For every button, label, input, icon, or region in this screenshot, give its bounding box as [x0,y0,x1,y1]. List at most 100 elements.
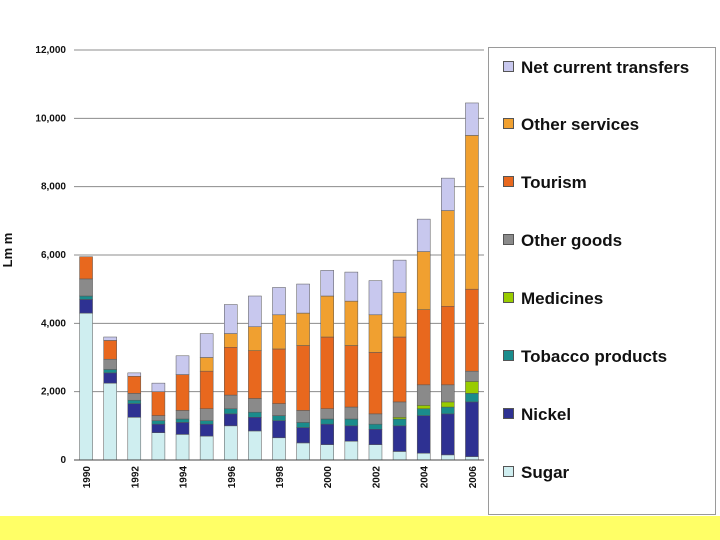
bar-segment [344,345,359,408]
bar-segment [224,347,238,396]
bars [79,102,479,461]
bar-segment [151,420,166,425]
legend-swatch [503,466,514,477]
bar-segment [392,451,407,461]
bar-segment [344,300,359,346]
legend-label: Sugar [521,463,570,482]
bar-segment [441,210,455,307]
bar-segment [151,391,166,416]
bar-segment [296,442,310,461]
legend-label: Tourism [521,173,587,192]
bar-segment [320,423,334,445]
bar-segment [296,427,310,444]
legend-swatch [503,292,514,303]
bar-segment [248,430,262,461]
bar-segment [127,399,142,404]
bar-segment [392,425,407,452]
bar-segment [224,333,238,348]
bar-segment [248,411,262,418]
bottom-yellow-band [0,516,720,540]
x-tick-label: 2004 [420,466,431,489]
bar-segment [103,358,117,370]
x-tick-label: 1998 [275,466,286,489]
bar-segment [248,326,262,351]
legend-label: Other goods [521,231,623,250]
bar-segment [224,304,238,334]
bar-segment [175,434,190,461]
bar-segment [368,444,383,461]
bar-segment [416,251,431,310]
bar-segment [392,259,407,293]
y-tick-label: 6,000 [41,250,66,261]
legend-swatch [503,176,514,187]
x-tick-label: 2006 [468,466,479,489]
bar-segment [392,417,407,420]
legend-swatch [503,408,514,419]
bar-segment [344,418,359,427]
y-tick-label: 4,000 [41,318,66,329]
chart-legend: Net current transfers Other services Touri… [488,47,716,515]
bar-segment [344,271,359,302]
bar-segment [465,381,479,394]
bar-segment [199,408,214,421]
bar-segment [248,295,262,327]
bar-segment [392,401,407,418]
bar-segment [320,444,334,461]
x-tick-label: 1994 [179,466,190,489]
bar-segment [175,418,190,423]
bar-segment [368,429,383,445]
bar-segment [272,287,286,316]
y-tick-label: 12,000 [35,45,66,56]
x-tick-label: 2000 [323,466,334,489]
bar-segment [296,422,310,428]
bar-segment [392,292,407,338]
bar-segment [465,401,479,457]
bar-segment [296,312,310,346]
bar-segment [368,352,383,415]
bar-segment [127,393,142,401]
x-tick-label: 1992 [130,466,141,489]
bar-segment [79,256,93,280]
bar-segment [103,372,117,384]
y-tick-label: 10,000 [35,113,66,124]
bar-segment [248,398,262,413]
bar-segment [103,340,117,360]
bar-segment [151,432,166,461]
bar-segment [248,350,262,399]
bar-segment [224,413,238,427]
bar-segment [320,336,334,409]
legend-swatch [503,61,514,72]
bar-segment [175,422,190,435]
x-tick-label: 1996 [227,466,238,489]
bar-segment [465,456,479,461]
bar-segment [441,413,455,456]
x-tick-label: 2002 [371,466,382,489]
bar-segment [199,370,214,409]
bar-segment [416,452,431,461]
bar-segment [465,288,479,372]
bar-segment [79,312,93,461]
y-tick-label: 8,000 [41,182,66,193]
legend-swatch [503,118,514,129]
bar-segment [441,384,455,403]
bar-segment [248,417,262,432]
bar-segment [368,423,383,430]
legend-label: Tobacco products [521,347,668,366]
bar-segment [127,372,142,377]
bar-segment [465,102,479,136]
bar-segment [103,336,117,341]
bar-segment [441,406,455,415]
bar-segment [199,435,214,461]
legend-swatch [503,234,514,245]
bar-segment [416,415,431,454]
bar-segment [320,270,334,297]
bar-segment [320,418,334,425]
x-tick-label: 1990 [82,466,93,489]
bar-segment [127,403,142,418]
bar-segment [296,345,310,411]
bar-segment [392,418,407,427]
bar-segment [127,376,142,394]
bar-segment [465,393,479,403]
bar-segment [272,403,286,416]
